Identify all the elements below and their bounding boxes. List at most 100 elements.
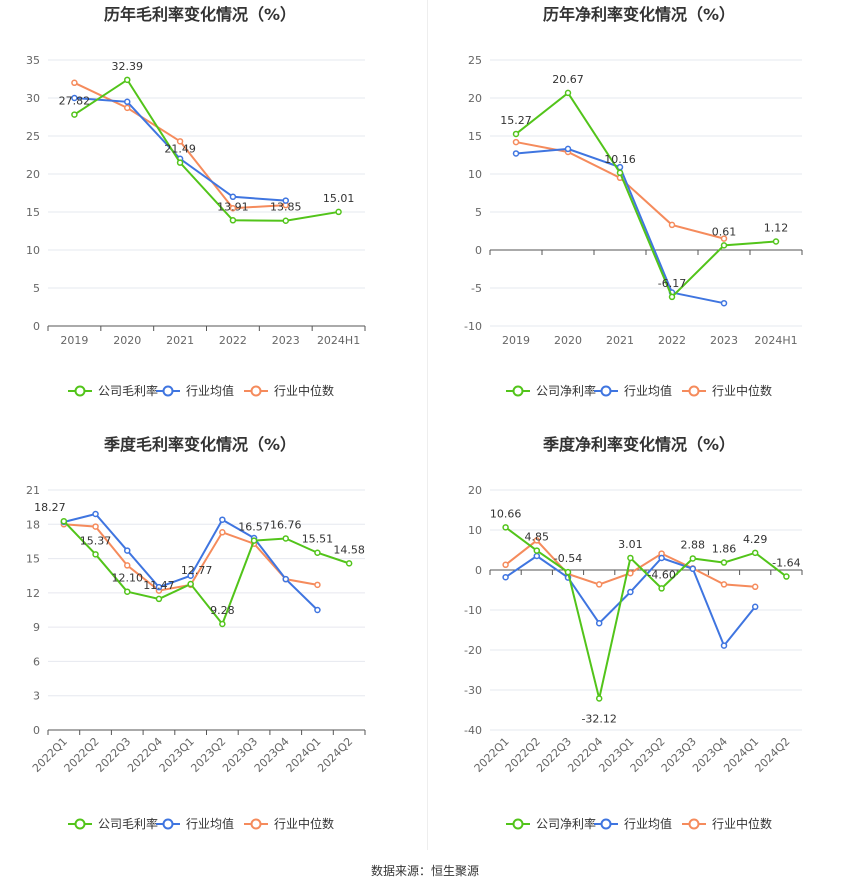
legend-label: 公司毛利率 xyxy=(98,816,158,831)
y-tick-label: 10 xyxy=(468,524,482,537)
data-point-industry-median xyxy=(176,138,184,145)
series-line-company xyxy=(515,91,777,299)
data-point-industry-median xyxy=(124,104,131,112)
data-point-company xyxy=(502,524,509,531)
data-point-industry-median xyxy=(720,581,728,588)
data-point-company xyxy=(564,568,572,576)
data-label: -1.64 xyxy=(772,557,800,570)
data-point-industry-avg xyxy=(720,299,728,307)
data-point-industry-avg xyxy=(71,94,78,102)
data-point-company xyxy=(533,547,541,554)
y-tick-label: 0 xyxy=(33,320,40,333)
x-tick-label: 2022 xyxy=(219,334,247,347)
data-point-industry-median xyxy=(595,581,603,588)
data-point-company xyxy=(314,549,321,556)
data-label: -6.17 xyxy=(658,277,686,290)
data-point-industry-avg xyxy=(124,98,131,106)
data-point-company xyxy=(772,238,780,245)
data-point-industry-avg xyxy=(627,588,634,596)
data-label: -0.54 xyxy=(554,552,582,565)
legend-marker xyxy=(74,818,86,830)
chart-title: 历年毛利率变化情况（%） xyxy=(104,5,296,24)
x-tick-label: 2020 xyxy=(554,334,582,347)
data-label: 16.76 xyxy=(270,518,302,531)
data-point-company xyxy=(187,580,194,588)
y-tick-label: 21 xyxy=(26,484,40,497)
series-line-company xyxy=(63,520,350,626)
x-tick-label: 2023 xyxy=(710,334,738,347)
data-point-industry-avg xyxy=(314,606,321,614)
data-point-company xyxy=(595,695,603,702)
legend-marker xyxy=(250,385,262,397)
legend-marker xyxy=(688,818,700,830)
annual-gross-margin-chart: 历年毛利率变化情况（%） 0 5 10 15 20 25 30 35 2019 2020 2021 20… xyxy=(26,5,366,398)
data-point-company xyxy=(282,535,289,542)
data-point-industry-median xyxy=(533,537,541,544)
legend-marker xyxy=(600,818,612,830)
data-point-industry-avg xyxy=(124,547,131,554)
data-point-company xyxy=(783,573,790,580)
data-point-company xyxy=(335,208,342,216)
x-tick-label: 2024Q2 xyxy=(752,735,792,775)
legend-label: 公司毛利率 xyxy=(98,383,158,398)
data-point-company xyxy=(60,517,68,525)
data-label: 2.88 xyxy=(681,538,706,551)
data-point-company xyxy=(720,242,728,249)
legend-label: 公司净利率 xyxy=(536,816,596,831)
y-tick-label: -10 xyxy=(464,320,482,333)
legend-marker xyxy=(74,385,86,397)
data-point-company xyxy=(627,554,634,562)
chart-title: 季度毛利率变化情况（%） xyxy=(103,435,296,454)
data-point-industry-avg xyxy=(282,575,289,583)
y-tick-label: 0 xyxy=(475,564,482,577)
data-label: 15.51 xyxy=(302,533,334,546)
y-tick-label: -30 xyxy=(464,684,482,697)
legend-label: 行业中位数 xyxy=(712,816,772,831)
data-label: 15.37 xyxy=(80,534,112,547)
data-label: 3.01 xyxy=(618,538,643,551)
vertical-divider xyxy=(427,0,428,850)
y-tick-label: -20 xyxy=(464,644,482,657)
legend-label: 公司净利率 xyxy=(536,383,596,398)
x-tick-label: 2019 xyxy=(502,334,530,347)
quarterly-gross-margin-chart: 季度毛利率变化情况（%）0369121518212022Q12022Q22022… xyxy=(26,435,366,831)
data-label: 13.85 xyxy=(270,201,302,214)
y-tick-label: 20 xyxy=(468,92,482,105)
data-point-industry-median xyxy=(314,581,321,589)
data-label: 27.82 xyxy=(59,95,91,108)
data-point-industry-avg xyxy=(282,197,289,204)
x-tick-label: 2021 xyxy=(606,334,634,347)
x-tick-label: 2019 xyxy=(60,334,88,347)
data-point-company xyxy=(71,111,78,118)
y-tick-label: 10 xyxy=(468,168,482,181)
data-point-company xyxy=(282,217,289,224)
data-label: 18.27 xyxy=(34,501,66,514)
legend-label: 行业均值 xyxy=(624,383,672,398)
data-point-industry-median xyxy=(751,583,759,591)
data-point-company xyxy=(176,159,184,166)
legend-label: 行业中位数 xyxy=(274,816,334,831)
legend-label: 行业均值 xyxy=(624,816,672,831)
data-point-company xyxy=(658,585,665,592)
data-point-company xyxy=(751,549,759,557)
data-point-industry-median xyxy=(124,562,131,569)
legend-label: 行业均值 xyxy=(186,383,234,398)
legend-label: 行业中位数 xyxy=(274,383,334,398)
data-point-industry-avg xyxy=(564,145,572,153)
y-tick-label: -10 xyxy=(464,604,482,617)
data-source: 数据来源：恒生聚源 xyxy=(370,864,479,878)
y-tick-label: 0 xyxy=(475,244,482,257)
data-point-company xyxy=(229,217,237,224)
y-tick-label: -40 xyxy=(464,724,482,737)
data-point-industry-avg xyxy=(502,573,509,581)
data-point-industry-median xyxy=(92,523,99,530)
data-label: 4.29 xyxy=(743,533,768,546)
data-point-company xyxy=(512,130,520,138)
data-point-industry-median xyxy=(502,561,509,569)
y-tick-label: 0 xyxy=(33,724,40,737)
data-label: 21.49 xyxy=(164,143,196,156)
data-label: -32.12 xyxy=(581,712,616,725)
y-tick-label: 3 xyxy=(33,690,40,703)
series-line-industry-avg xyxy=(505,554,756,648)
data-label: 1.86 xyxy=(712,543,737,556)
